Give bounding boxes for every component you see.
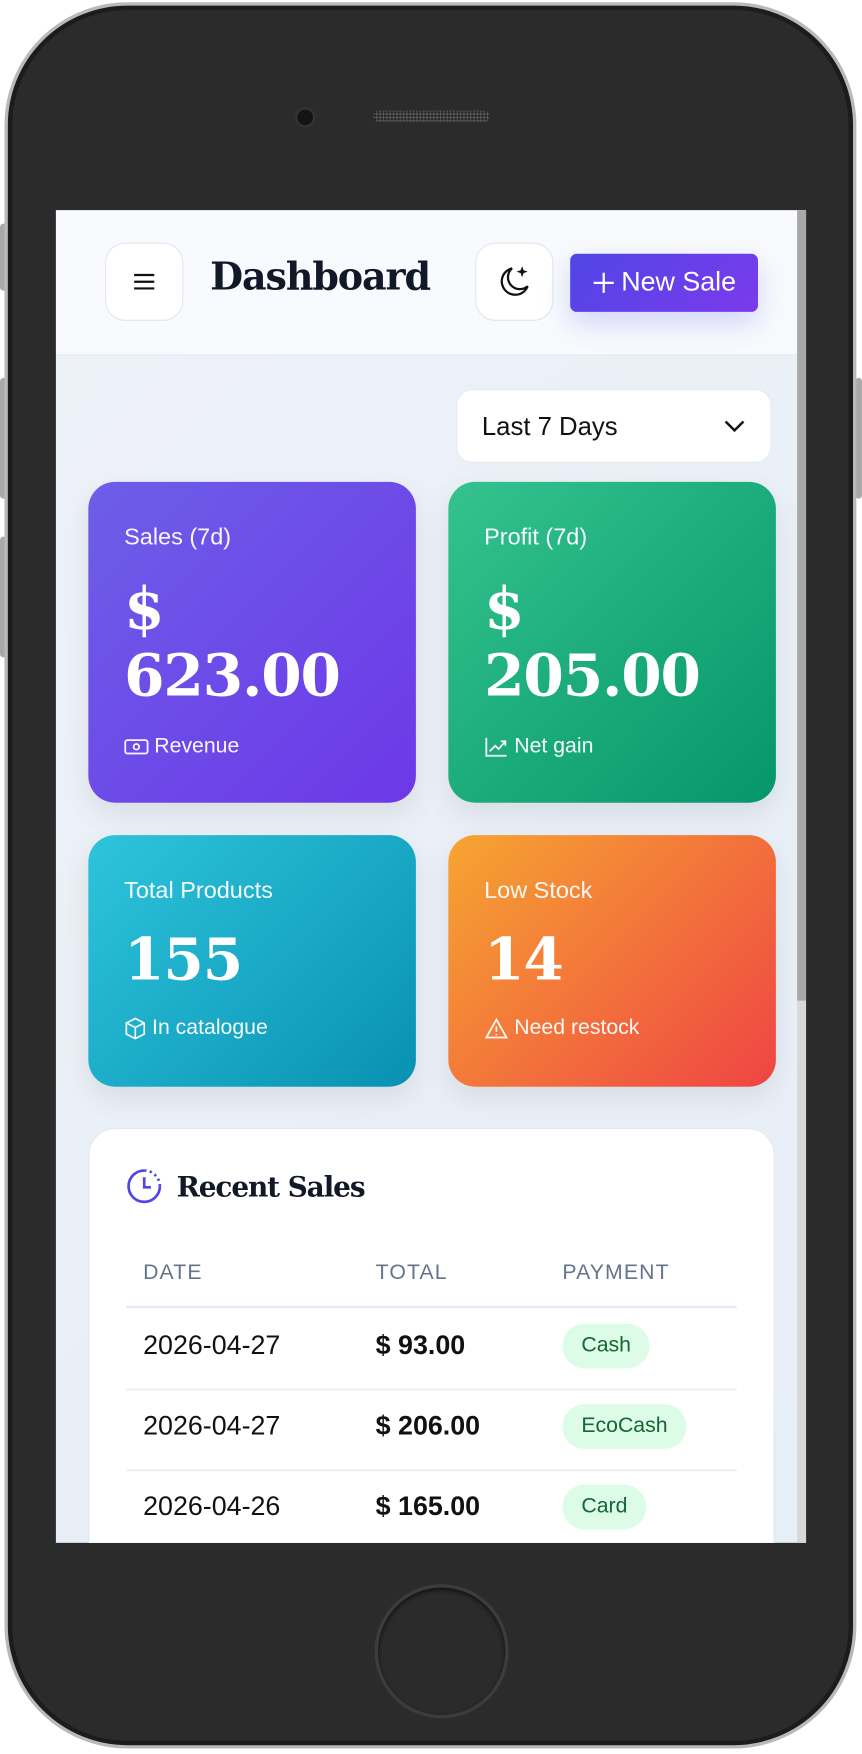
new-sale-button[interactable]: New Sale xyxy=(570,253,759,312)
top-bar: Dashboard New Sale xyxy=(55,210,798,356)
scrollbar[interactable] xyxy=(797,210,807,1543)
stat-label: Low Stock xyxy=(484,877,593,904)
sale-total: $ 165.00 xyxy=(375,1491,481,1522)
moon-stars-icon xyxy=(500,266,529,296)
hamburger-icon xyxy=(134,273,155,290)
stat-footer: Net gain xyxy=(484,735,593,760)
sale-date: 2026-04-27 xyxy=(143,1410,281,1442)
stat-footer: Need restock xyxy=(484,1016,639,1041)
payment-badge: Card xyxy=(562,1484,647,1530)
date-range-select[interactable]: Last 7 Days xyxy=(456,389,772,463)
date-range-value: Last 7 Days xyxy=(481,410,618,440)
camera xyxy=(295,107,316,128)
sale-date: 2026-04-26 xyxy=(143,1491,281,1522)
sale-total: $ 206.00 xyxy=(375,1410,481,1442)
stat-footer: Revenue xyxy=(124,735,239,760)
table-row[interactable]: 2026-04-27 $ 93.00 Cash xyxy=(126,1308,737,1391)
stat-label: Sales (7d) xyxy=(124,524,232,551)
sale-date: 2026-04-27 xyxy=(143,1330,281,1361)
low-stock-stat-card: Low Stock 14 Need restock xyxy=(448,835,776,1087)
table-row[interactable]: 2026-04-26 $ 165.00 Card xyxy=(126,1469,736,1543)
speaker xyxy=(373,110,490,122)
volume-down-button xyxy=(0,536,7,658)
box-icon xyxy=(125,1017,146,1040)
menu-button[interactable] xyxy=(105,242,184,321)
volume-up-button xyxy=(0,377,7,499)
stat-footer: In catalogue xyxy=(124,1016,268,1041)
stat-value: $623.00 xyxy=(124,574,341,710)
stat-label: Total Products xyxy=(124,877,273,904)
trending-up-icon xyxy=(485,737,507,757)
home-button[interactable] xyxy=(374,1584,509,1719)
recent-sales-title: Recent Sales xyxy=(125,1167,366,1205)
profit-stat-card: Profit (7d) $205.00 Net gain xyxy=(448,481,776,803)
payment-badge: Cash xyxy=(562,1323,650,1369)
sales-stat-card: Sales (7d) $623.00 Revenue xyxy=(88,481,416,803)
column-header-date: DATE xyxy=(143,1261,203,1285)
column-header-total: TOTAL xyxy=(375,1261,448,1285)
page-title: Dashboard xyxy=(210,254,431,300)
sale-total: $ 93.00 xyxy=(375,1330,466,1361)
stat-value: 155 xyxy=(124,925,243,994)
mute-switch xyxy=(0,223,7,291)
stat-value: 14 xyxy=(484,925,564,994)
column-header-payment: PAYMENT xyxy=(562,1261,670,1285)
chevron-down-icon xyxy=(724,420,745,433)
stat-label: Profit (7d) xyxy=(484,524,588,551)
products-stat-card: Total Products 155 In catalogue xyxy=(88,835,416,1087)
stat-value: $205.00 xyxy=(484,574,701,710)
payment-badge: EcoCash xyxy=(562,1404,687,1449)
clock-icon xyxy=(127,1169,162,1204)
power-button xyxy=(855,377,862,499)
recent-sales-card: Recent Sales DATE TOTAL PAYMENT 2026-04-… xyxy=(88,1128,775,1543)
scrollbar-thumb[interactable] xyxy=(797,210,807,1001)
app-screen: Dashboard New Sale Last 7 Days Sales (7d… xyxy=(55,210,807,1543)
table-row[interactable]: 2026-04-27 $ 206.00 EcoCash xyxy=(126,1389,737,1472)
warning-icon xyxy=(484,1017,508,1039)
plus-icon xyxy=(593,272,614,293)
header-divider xyxy=(126,1305,737,1309)
theme-toggle-button[interactable] xyxy=(475,242,554,321)
banknote-icon xyxy=(124,739,149,755)
new-sale-label: New Sale xyxy=(621,267,737,298)
